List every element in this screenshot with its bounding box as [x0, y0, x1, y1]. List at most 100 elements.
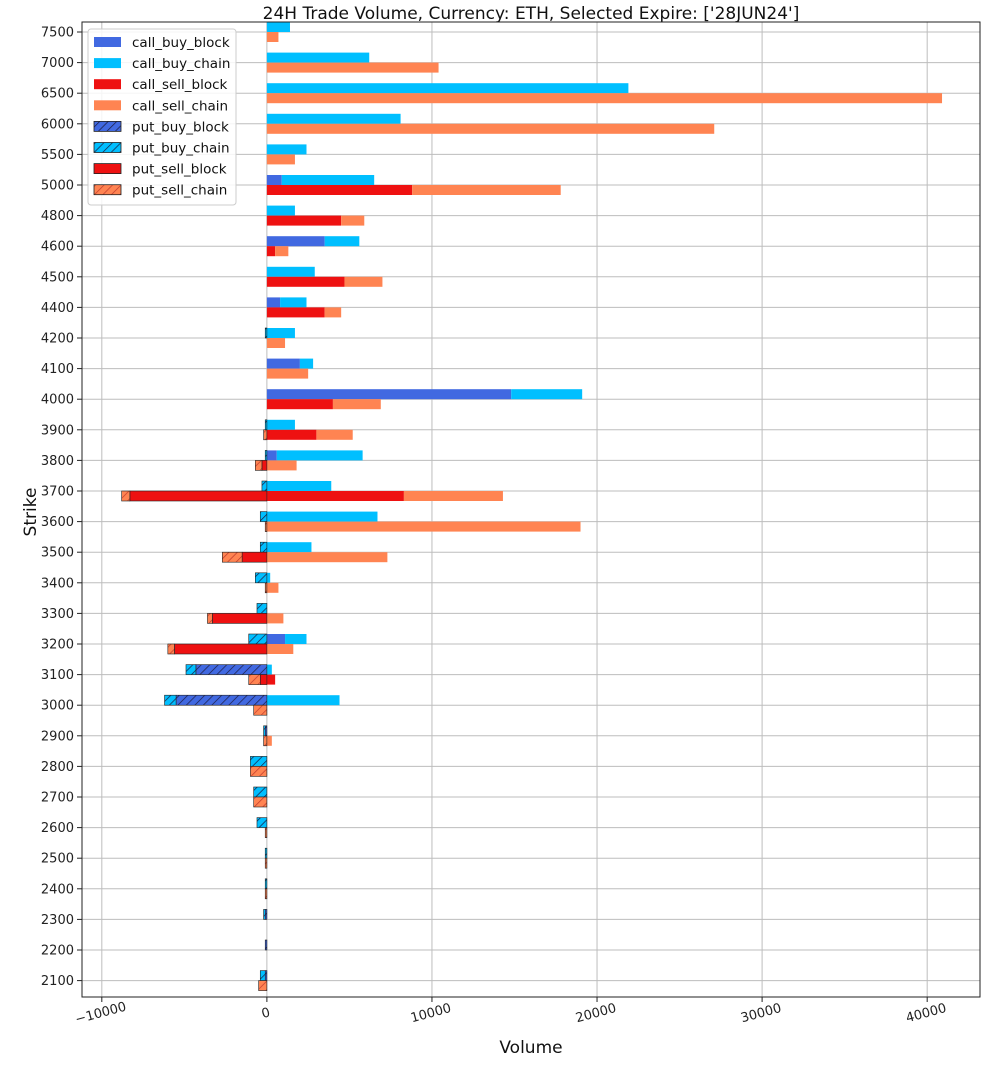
bar-call-buy-chain — [266, 83, 629, 94]
y-tick-label: 4200 — [41, 332, 74, 347]
bar-call-sell-chain — [266, 62, 439, 73]
bar-put-sell-chain — [248, 674, 261, 685]
bar-put-buy-chain — [255, 572, 268, 584]
x-tick-label: 0 — [260, 1005, 272, 1022]
y-tick-label: 2400 — [41, 882, 74, 897]
bar-call-buy-chain — [299, 358, 314, 369]
bar-call-buy-chain — [266, 664, 272, 675]
bar-call-sell-chain — [344, 276, 383, 287]
y-tick-label: 4500 — [41, 270, 74, 285]
bar-call-sell-chain — [341, 215, 365, 226]
bar-put-buy-chain — [256, 817, 268, 828]
bar-call-buy-chain — [324, 236, 360, 247]
bar-put-sell-chain — [264, 582, 268, 594]
y-tick-label: 3700 — [41, 485, 74, 500]
bar-call-buy-chain — [266, 52, 370, 63]
bar-call-buy-chain — [280, 297, 307, 308]
legend-label: call_sell_block — [132, 77, 228, 93]
bar-put-buy-chain — [185, 664, 197, 675]
y-tick-label: 5500 — [41, 148, 74, 163]
bar-call-sell-chain — [266, 368, 309, 379]
bar-put-sell-chain — [255, 460, 263, 471]
bar-call-buy-chain — [266, 419, 295, 430]
legend-label: call_buy_block — [132, 35, 230, 51]
y-tick-label: 7500 — [41, 26, 74, 41]
bar-call-buy-chain — [266, 481, 332, 491]
bar-call-sell-chain — [332, 399, 381, 410]
bar-call-sell-chain — [316, 429, 353, 440]
bar-put-buy-block — [264, 939, 268, 951]
y-tick-label: 5000 — [41, 179, 74, 194]
bar-put-buy-chain — [259, 511, 268, 522]
legend-swatch-call-sell-block — [94, 79, 121, 90]
bar-call-sell-chain — [266, 32, 279, 42]
bar-call-sell-chain — [266, 154, 295, 165]
y-tick-label: 4800 — [41, 209, 74, 224]
y-tick-label: 2100 — [41, 974, 74, 989]
y-axis-ticks: 7500 7000 6500 6000 5500 5000 4800 4600 4500 4400… — [41, 26, 82, 989]
bar-put-sell-block — [241, 551, 268, 563]
bar-call-sell-block — [266, 307, 325, 318]
y-tick-label: 3600 — [41, 515, 74, 530]
bar-call-sell-chain — [266, 93, 943, 104]
bar-put-buy-chain — [264, 327, 268, 339]
y-tick-label: 4600 — [41, 240, 74, 255]
chart-title: 24H Trade Volume, Currency: ETH, Selecte… — [263, 4, 800, 24]
bar-call-sell-chain — [266, 735, 272, 746]
bar-call-buy-chain — [266, 266, 315, 277]
bar-put-sell-block — [129, 490, 268, 502]
y-tick-label: 2600 — [41, 821, 74, 836]
bar-put-sell-chain — [264, 888, 268, 900]
bar-call-sell-chain — [266, 338, 286, 348]
y-tick-label: 6000 — [41, 117, 74, 132]
bar-put-buy-chain — [264, 878, 268, 890]
bar-call-sell-chain — [275, 246, 289, 257]
bar-call-buy-chain — [281, 175, 375, 185]
legend-label: call_sell_chain — [132, 98, 228, 114]
legend-swatch-call-buy-chain — [94, 58, 121, 69]
legend-label: put_buy_block — [132, 119, 229, 135]
bar-put-buy-chain — [263, 909, 266, 920]
bar-put-sell-chain — [258, 980, 268, 991]
y-tick-label: 2900 — [41, 729, 74, 744]
bar-put-sell-chain — [264, 521, 268, 532]
bar-call-sell-block — [266, 491, 404, 501]
y-axis-label: Strike — [21, 488, 41, 537]
y-tick-label: 3200 — [41, 638, 74, 653]
bar-call-sell-block — [266, 674, 276, 685]
bar-put-sell-chain — [253, 704, 268, 716]
bar-call-buy-chain — [266, 22, 290, 32]
bars — [121, 22, 943, 991]
y-tick-label: 4100 — [41, 362, 74, 377]
bar-put-sell-chain — [207, 613, 213, 624]
bar-call-sell-chain — [266, 521, 581, 532]
legend-label: put_sell_block — [132, 162, 227, 178]
bar-call-buy-chain — [266, 205, 295, 216]
y-tick-label: 2300 — [41, 913, 74, 928]
y-tick-label: 3400 — [41, 576, 74, 591]
bar-call-sell-chain — [266, 613, 284, 624]
bar-put-sell-chain — [253, 796, 268, 808]
bar-call-sell-chain — [266, 460, 297, 471]
bar-put-sell-chain — [167, 643, 175, 655]
bar-put-buy-chain — [259, 970, 266, 981]
bar-put-buy-block — [195, 664, 268, 675]
y-tick-label: 2200 — [41, 944, 74, 959]
y-tick-label: 2800 — [41, 760, 74, 775]
bar-call-buy-block — [266, 634, 286, 644]
bar-put-sell-chain — [250, 766, 268, 777]
y-tick-label: 7000 — [41, 56, 74, 71]
bar-call-sell-chain — [266, 552, 388, 563]
bar-put-buy-chain — [253, 786, 268, 798]
bar-put-buy-chain — [250, 756, 268, 767]
bar-put-buy-chain — [264, 450, 268, 461]
bar-put-buy-chain — [264, 419, 268, 431]
y-tick-label: 4000 — [41, 393, 74, 408]
legend-swatch-put-buy-block — [93, 121, 122, 132]
bar-put-sell-block — [174, 643, 268, 655]
y-tick-label: 3500 — [41, 546, 74, 561]
bar-put-sell-block — [261, 460, 268, 471]
bar-call-buy-block — [266, 297, 281, 308]
bar-put-buy-chain — [259, 541, 268, 553]
